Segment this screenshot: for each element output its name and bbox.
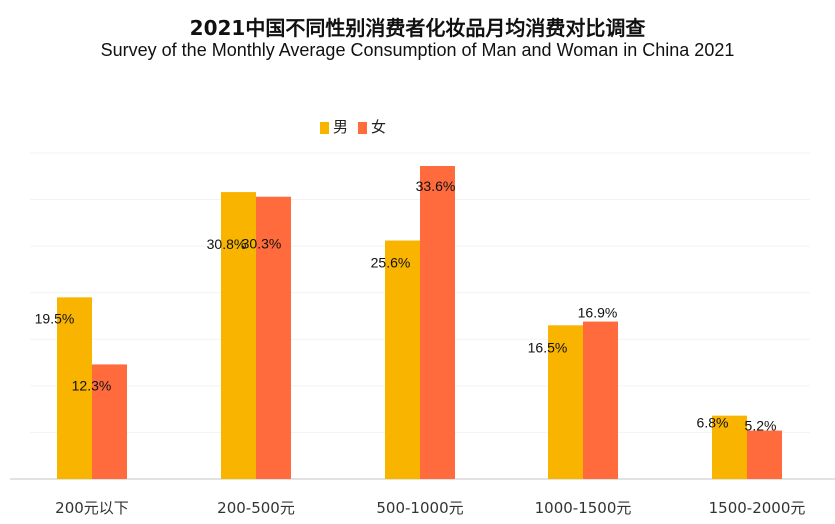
data-label: 12.3% bbox=[72, 377, 112, 393]
data-label: 6.8% bbox=[697, 415, 729, 431]
legend: 男 女 bbox=[320, 116, 386, 137]
legend-label: 女 bbox=[371, 118, 387, 136]
data-label: 33.6% bbox=[416, 178, 456, 194]
data-label: 19.5% bbox=[35, 310, 75, 326]
x-tick-label: 200元以下 bbox=[55, 499, 129, 517]
bar-male bbox=[548, 325, 583, 479]
data-label: 30.3% bbox=[242, 236, 282, 252]
data-label: 30.8% bbox=[207, 236, 247, 252]
data-label: 25.6% bbox=[371, 255, 411, 271]
bar-male bbox=[712, 415, 747, 479]
x-tick-label: 1000-1500元 bbox=[535, 499, 632, 517]
legend-swatch bbox=[358, 121, 368, 134]
bar-female bbox=[92, 364, 127, 479]
x-tick-label: 500-1000元 bbox=[376, 499, 463, 517]
x-tick-label: 200-500元 bbox=[217, 499, 295, 517]
legend-swatch bbox=[320, 121, 329, 134]
legend-item-male: 男 bbox=[320, 116, 348, 137]
data-label: 5.2% bbox=[745, 418, 777, 434]
bar-female bbox=[256, 196, 291, 479]
bar-male bbox=[221, 192, 256, 480]
bar-male bbox=[385, 240, 420, 479]
chart-subtitle: Survey of the Monthly Average Consumptio… bbox=[100, 40, 735, 60]
x-tick-label: 1500-2000元 bbox=[709, 499, 806, 517]
bar-female bbox=[583, 321, 618, 479]
legend-item-female: 女 bbox=[358, 116, 386, 137]
chart-title: 2021中国不同性别消费者化妆品月均消费对比调查 bbox=[189, 16, 646, 40]
bar-female bbox=[420, 166, 455, 479]
legend-label: 男 bbox=[333, 118, 349, 136]
data-label: 16.5% bbox=[528, 339, 568, 355]
data-label: 16.9% bbox=[578, 305, 618, 321]
bar-male bbox=[57, 297, 92, 479]
bar-female bbox=[747, 430, 782, 479]
